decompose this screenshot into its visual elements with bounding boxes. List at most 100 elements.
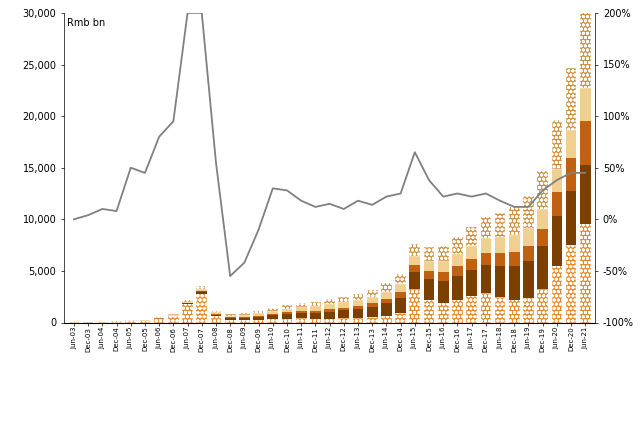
Bar <box>438 273 449 281</box>
Bar <box>566 158 577 191</box>
Bar <box>452 266 463 276</box>
Bar <box>381 283 392 292</box>
Bar <box>353 306 364 309</box>
Bar <box>268 311 278 314</box>
Bar <box>538 209 548 229</box>
Bar <box>566 191 577 245</box>
Bar <box>182 303 193 304</box>
Bar <box>225 314 236 316</box>
Bar <box>509 207 520 235</box>
Bar <box>196 289 207 292</box>
Bar <box>211 310 221 312</box>
Bar <box>296 303 307 307</box>
Bar <box>225 318 236 320</box>
Bar <box>538 229 548 246</box>
Bar <box>467 296 477 322</box>
Bar <box>381 299 392 304</box>
Bar <box>367 303 378 307</box>
Bar <box>253 317 264 320</box>
Bar <box>580 8 591 88</box>
Bar <box>552 120 562 169</box>
Bar <box>523 246 534 261</box>
Bar <box>495 237 506 253</box>
Bar <box>410 272 420 289</box>
Bar <box>580 121 591 165</box>
Bar <box>509 252 520 266</box>
Bar <box>566 68 577 129</box>
Bar <box>140 320 150 321</box>
Bar <box>282 305 292 309</box>
Bar <box>424 271 435 279</box>
Bar <box>538 246 548 289</box>
Bar <box>268 315 278 319</box>
Bar <box>481 265 491 292</box>
Bar <box>523 261 534 298</box>
Bar <box>452 276 463 300</box>
Bar <box>396 284 406 292</box>
Bar <box>310 306 321 310</box>
Bar <box>552 266 562 322</box>
Bar <box>438 303 449 322</box>
Bar <box>523 196 534 228</box>
Bar <box>438 281 449 303</box>
Bar <box>154 317 164 318</box>
Bar <box>438 261 449 273</box>
Bar <box>410 256 420 265</box>
Bar <box>538 171 548 209</box>
Bar <box>324 299 335 304</box>
Bar <box>396 313 406 322</box>
Bar <box>467 227 477 246</box>
Bar <box>552 169 562 193</box>
Bar <box>296 318 307 322</box>
Bar <box>140 321 150 322</box>
Bar <box>296 307 307 311</box>
Bar <box>467 259 477 270</box>
Bar <box>168 314 179 315</box>
Bar <box>324 312 335 319</box>
Bar <box>552 193 562 216</box>
Bar <box>339 297 349 302</box>
Bar <box>424 247 435 261</box>
Bar <box>253 316 264 317</box>
Bar <box>225 320 236 322</box>
Bar <box>339 318 349 322</box>
Bar <box>268 308 278 311</box>
Bar <box>424 279 435 300</box>
Bar <box>523 228 534 246</box>
Bar <box>523 298 534 322</box>
Bar <box>396 292 406 298</box>
Bar <box>182 300 193 301</box>
Bar <box>182 304 193 322</box>
Bar <box>253 311 264 313</box>
Bar <box>196 286 207 289</box>
Bar <box>381 316 392 322</box>
Bar <box>253 320 264 322</box>
Bar <box>481 217 491 238</box>
Bar <box>410 289 420 322</box>
Bar <box>396 273 406 284</box>
Bar <box>196 292 207 294</box>
Bar <box>566 129 577 158</box>
Bar <box>324 304 335 309</box>
Bar <box>509 300 520 322</box>
Bar <box>381 292 392 299</box>
Bar <box>282 314 292 319</box>
Bar <box>182 301 193 303</box>
Bar <box>495 212 506 237</box>
Bar <box>367 307 378 317</box>
Bar <box>211 312 221 314</box>
Bar <box>367 290 378 297</box>
Bar <box>495 297 506 322</box>
Bar <box>211 315 221 316</box>
Bar <box>424 261 435 271</box>
Bar <box>339 302 349 307</box>
Bar <box>268 314 278 315</box>
Bar <box>353 294 364 300</box>
Bar <box>225 317 236 318</box>
Bar <box>282 309 292 312</box>
Bar <box>566 245 577 322</box>
Bar <box>580 224 591 322</box>
Bar <box>481 292 491 322</box>
Bar <box>282 312 292 314</box>
Bar <box>310 301 321 306</box>
